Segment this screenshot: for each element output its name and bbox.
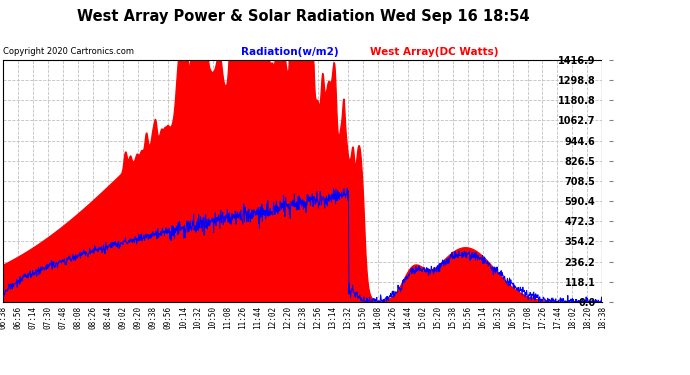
Text: 10:32: 10:32 <box>194 306 203 329</box>
Text: 15:02: 15:02 <box>418 306 427 329</box>
Text: Copyright 2020 Cartronics.com: Copyright 2020 Cartronics.com <box>3 47 135 56</box>
Text: 16:14: 16:14 <box>478 306 487 329</box>
Text: 16:50: 16:50 <box>508 306 517 329</box>
Text: West Array Power & Solar Radiation Wed Sep 16 18:54: West Array Power & Solar Radiation Wed S… <box>77 9 530 24</box>
Text: 08:08: 08:08 <box>74 306 83 329</box>
Text: 09:02: 09:02 <box>119 306 128 329</box>
Text: 15:20: 15:20 <box>433 306 442 329</box>
Text: 13:50: 13:50 <box>358 306 367 329</box>
Text: 10:50: 10:50 <box>208 306 217 329</box>
Text: 14:44: 14:44 <box>403 306 412 329</box>
Text: 14:26: 14:26 <box>388 306 397 329</box>
Text: 18:20: 18:20 <box>583 306 592 329</box>
Text: 07:14: 07:14 <box>29 306 38 329</box>
Text: 10:14: 10:14 <box>179 306 188 329</box>
Text: 08:44: 08:44 <box>104 306 112 329</box>
Text: 14:08: 14:08 <box>373 306 382 329</box>
Text: West Array(DC Watts): West Array(DC Watts) <box>371 47 499 57</box>
Text: 11:26: 11:26 <box>239 306 248 329</box>
Text: 15:56: 15:56 <box>463 306 472 329</box>
Text: 17:44: 17:44 <box>553 306 562 329</box>
Text: Radiation(w/m2): Radiation(w/m2) <box>241 47 339 57</box>
Text: 11:44: 11:44 <box>253 306 262 329</box>
Text: 13:14: 13:14 <box>328 306 337 329</box>
Text: 12:02: 12:02 <box>268 306 277 329</box>
Text: 12:38: 12:38 <box>298 306 308 329</box>
Text: 17:08: 17:08 <box>523 306 532 329</box>
Text: 08:26: 08:26 <box>89 306 98 329</box>
Text: 18:38: 18:38 <box>598 306 607 329</box>
Text: 18:02: 18:02 <box>568 306 577 329</box>
Text: 06:56: 06:56 <box>14 306 23 329</box>
Text: 12:56: 12:56 <box>313 306 322 329</box>
Text: 16:32: 16:32 <box>493 306 502 329</box>
Text: 09:38: 09:38 <box>148 306 158 329</box>
Text: 17:26: 17:26 <box>538 306 547 329</box>
Text: 13:32: 13:32 <box>344 306 353 329</box>
Text: 07:30: 07:30 <box>44 306 53 329</box>
Text: 12:20: 12:20 <box>284 306 293 329</box>
Text: 11:08: 11:08 <box>224 306 233 329</box>
Text: 09:20: 09:20 <box>134 306 143 329</box>
Text: 07:48: 07:48 <box>59 306 68 329</box>
Text: 15:38: 15:38 <box>448 306 457 329</box>
Text: 06:38: 06:38 <box>0 306 8 329</box>
Text: 09:56: 09:56 <box>164 306 172 329</box>
